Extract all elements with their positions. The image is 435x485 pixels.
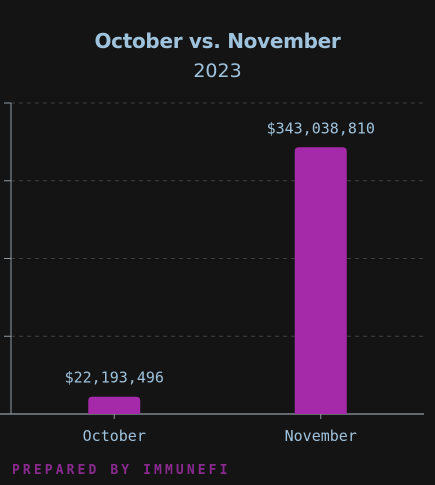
footer-credit: PREPARED BY IMMUNEFI	[12, 463, 231, 478]
bars	[88, 147, 347, 414]
data-label: $343,038,810	[267, 119, 375, 137]
grid-lines	[11, 102, 424, 337]
data-label: $22,193,496	[65, 369, 164, 387]
x-tick-label: November	[285, 427, 357, 445]
bar-october	[88, 396, 141, 414]
bar-november	[294, 147, 347, 414]
chart-title: October vs. November	[94, 29, 341, 53]
chart-subtitle: 2023	[193, 60, 242, 82]
x-tick-label: October	[83, 427, 146, 445]
labels: October $22,193,496 November $343,038,810	[65, 119, 375, 445]
axes	[0, 102, 424, 419]
